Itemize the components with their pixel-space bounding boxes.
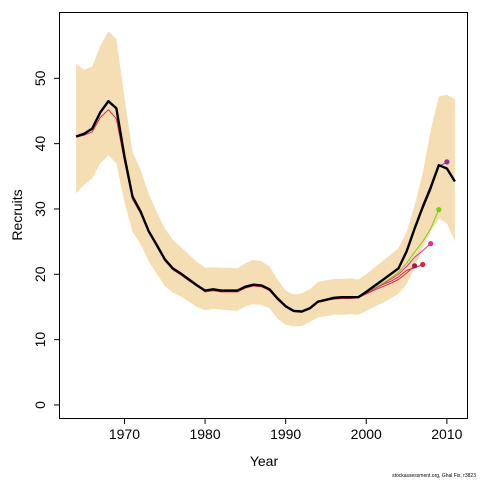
retro-end-point-5: [444, 159, 450, 165]
y-tick-label: 20: [32, 266, 48, 282]
y-tick-label: 40: [32, 136, 48, 152]
x-tick-label: 2000: [351, 426, 382, 442]
y-tick-label: 30: [32, 201, 48, 217]
y-axis-title: Recruits: [9, 189, 25, 240]
x-tick-label: 1970: [109, 426, 140, 442]
confidence-band-layer: [76, 31, 455, 327]
retro-line-4: [366, 209, 440, 294]
y-tick-label: 0: [32, 401, 48, 409]
y-axis: 0 10 20 30 40 50: [32, 70, 60, 409]
retro-end-point-1: [412, 263, 418, 269]
retro-end-point-4: [436, 207, 442, 213]
confidence-band: [76, 31, 455, 327]
retro-line-3: [366, 243, 432, 294]
y-tick-label: 10: [32, 332, 48, 348]
x-tick-label: 1980: [189, 426, 220, 442]
series-layer: [75, 99, 456, 313]
end-marker-layer: [412, 159, 450, 269]
x-tick-label: 1990: [270, 426, 301, 442]
x-axis: 1970 1980 1990 2000 2010: [109, 418, 463, 442]
y-tick-label: 50: [32, 70, 48, 86]
credit-text: stockassessment.org, Ghal Fix, r3823: [392, 473, 476, 479]
x-axis-title: Year: [250, 453, 279, 469]
main-estimate-line: [75, 99, 456, 313]
retro-end-point-3: [428, 241, 434, 247]
retro-end-point-2: [420, 261, 426, 268]
x-tick-label: 2010: [431, 426, 462, 442]
plot-frame: [59, 12, 468, 419]
